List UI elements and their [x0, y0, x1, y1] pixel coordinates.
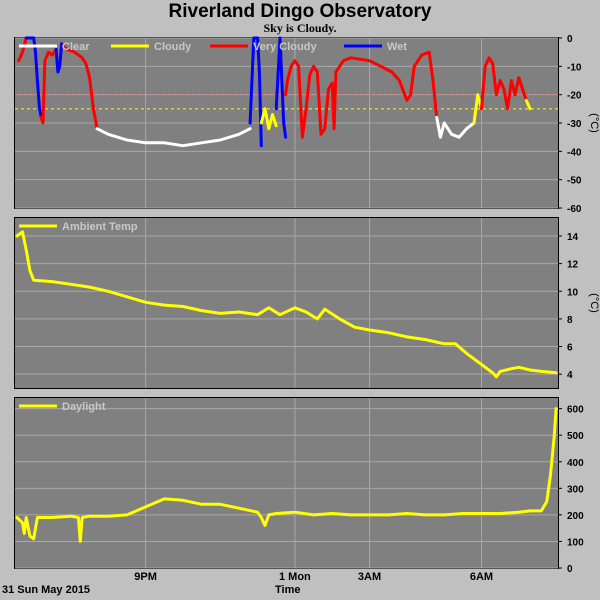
legend-label: Ambient Temp	[62, 221, 138, 233]
x-tick-label: 6AM	[469, 571, 494, 583]
y-tick-label: 6	[567, 343, 573, 354]
legend-label: Cloudy	[154, 41, 192, 53]
y-tick-label: -30	[567, 119, 582, 130]
y-tick-label: 4	[567, 370, 573, 381]
daylight-panel: 600 500 400 300 200 100 0 Daylight	[14, 397, 584, 575]
y-tick-label: 200	[567, 511, 584, 522]
series-wet	[274, 36, 288, 139]
page-title: Riverland Dingo Observatory	[168, 1, 432, 22]
y-tick-label: 300	[567, 484, 584, 495]
series-ambient-temp	[15, 230, 558, 379]
y-tick-label: 0	[567, 34, 573, 45]
y-tick-label: 100	[567, 537, 584, 548]
x-tick-label: 3AM	[357, 571, 382, 583]
x-axis-title: Time	[275, 584, 301, 596]
legend-label: Very Cloudy	[253, 41, 317, 53]
x-tick-label: 9PM	[134, 571, 157, 583]
y-tick-label: -20	[567, 91, 582, 102]
date-label: 31 Sun May 2015	[2, 584, 91, 596]
series-cloudy	[524, 98, 532, 111]
y-tick-label: 400	[567, 458, 584, 469]
series-clear	[95, 127, 252, 148]
y-unit-label: (°C)	[588, 113, 600, 133]
y-tick-label: -10	[567, 62, 582, 73]
series-very-cloudy	[480, 56, 528, 111]
series-very-cloudy	[62, 45, 99, 131]
x-tick-label: 1 Mon	[279, 571, 311, 583]
series-cloudy	[259, 107, 278, 131]
legend-label: Clear	[62, 41, 90, 53]
series-very-cloudy	[17, 36, 28, 63]
series-wet	[54, 42, 65, 74]
series-daylight	[15, 407, 558, 543]
series-clear	[435, 115, 476, 139]
y-tick-label: 10	[567, 287, 579, 298]
series-very-cloudy	[284, 50, 439, 139]
legend-label: Wet	[387, 41, 407, 53]
y-unit-label: (°C)	[588, 293, 600, 313]
y-tick-label: 8	[567, 315, 573, 326]
panel-background	[15, 218, 558, 388]
y-tick-label: 0	[567, 564, 573, 575]
series-cloudy	[472, 93, 483, 125]
y-tick-label: 14	[567, 232, 579, 243]
y-tick-label: 600	[567, 405, 584, 416]
ambient-temperature-panel: 14 12 10 8 6 4 (°C) Ambient Temp	[14, 217, 600, 389]
y-tick-label: -60	[567, 204, 582, 215]
y-tick-label: -50	[567, 176, 582, 187]
legend-label: Daylight	[62, 401, 106, 413]
series-very-cloudy	[39, 47, 58, 125]
series-wet	[248, 36, 263, 148]
page-subtitle: Sky is Cloudy.	[263, 21, 337, 35]
series-wet	[24, 36, 43, 119]
y-tick-label: 500	[567, 431, 584, 442]
panel-background	[15, 398, 558, 568]
y-tick-label: -40	[567, 147, 582, 158]
sky-temperature-panel: 0 -10 -20 -30 -40 -50 -60 (°C) Clear Cloudy Very C…	[14, 34, 600, 215]
y-tick-label: 12	[567, 260, 579, 271]
